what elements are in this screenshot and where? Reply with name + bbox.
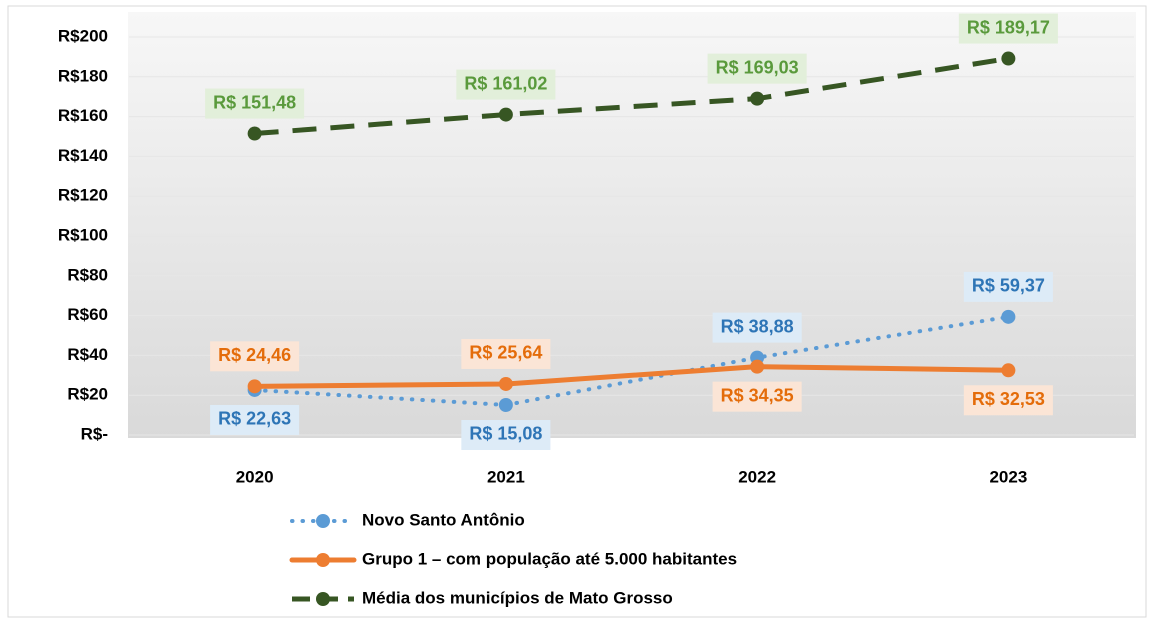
y-tick-label: R$80 bbox=[67, 265, 108, 284]
value-label-box bbox=[456, 69, 556, 100]
y-tick-label: R$20 bbox=[67, 385, 108, 404]
value-label-box bbox=[461, 419, 551, 450]
x-tick-label: 2020 bbox=[236, 467, 274, 486]
value-label: R$ 161,02 bbox=[464, 73, 547, 93]
legend-label: Grupo 1 – com população até 5.000 habita… bbox=[362, 549, 737, 568]
series-marker bbox=[1001, 51, 1016, 66]
y-tick-label: R$180 bbox=[58, 66, 108, 85]
series-marker bbox=[247, 126, 262, 141]
series-marker bbox=[498, 397, 513, 412]
value-label-box bbox=[205, 88, 305, 119]
value-label: R$ 32,53 bbox=[972, 389, 1045, 409]
y-tick-label: R$- bbox=[81, 424, 108, 443]
series-line bbox=[254, 56, 1009, 137]
series-marker bbox=[750, 91, 765, 106]
value-label: R$ 151,48 bbox=[213, 92, 296, 112]
value-label: R$ 38,88 bbox=[721, 316, 794, 336]
value-label-box bbox=[712, 312, 802, 343]
value-label: R$ 34,35 bbox=[721, 385, 794, 405]
value-label-box bbox=[707, 53, 807, 84]
series-line bbox=[252, 314, 1011, 407]
legend-label: Novo Santo Antônio bbox=[362, 510, 525, 529]
legend-key-marker bbox=[316, 553, 330, 567]
x-tick-label: 2022 bbox=[738, 467, 776, 486]
legend-label: Média dos municípios de Mato Grosso bbox=[362, 588, 673, 607]
lines bbox=[247, 51, 1016, 412]
value-label: R$ 59,37 bbox=[972, 276, 1045, 296]
value-label-box bbox=[958, 13, 1058, 44]
y-tick-label: R$160 bbox=[58, 106, 108, 125]
labels: R$ 22,63 R$ 15,08 R$ 38,88 R$ 59,37 R$ 24,46… bbox=[205, 13, 1058, 450]
y-tick-label: R$120 bbox=[58, 186, 108, 205]
series-marker bbox=[247, 379, 262, 394]
value-label-box bbox=[963, 385, 1053, 416]
value-label: R$ 25,64 bbox=[469, 343, 542, 363]
y-tick-label: R$60 bbox=[67, 305, 108, 324]
series-marker bbox=[1001, 363, 1016, 378]
series-line bbox=[252, 364, 1011, 389]
value-label-box bbox=[210, 404, 300, 435]
value-label: R$ 22,63 bbox=[218, 409, 291, 429]
value-label-box bbox=[712, 381, 802, 412]
series-marker bbox=[750, 359, 765, 374]
value-label-box bbox=[210, 341, 300, 372]
value-label: R$ 189,17 bbox=[967, 17, 1050, 37]
value-label-box bbox=[461, 338, 551, 369]
y-tick-label: R$40 bbox=[67, 345, 108, 364]
y-tick-label: R$140 bbox=[58, 146, 108, 165]
legend: Novo Santo Antônio Grupo 1 – com populaçã… bbox=[289, 510, 737, 607]
legend-key-marker bbox=[316, 592, 330, 606]
legend-key-marker bbox=[316, 514, 330, 528]
series-marker bbox=[498, 107, 513, 122]
x-tick-label: 2021 bbox=[487, 467, 525, 486]
y-tick-label: R$100 bbox=[58, 225, 108, 244]
value-label: R$ 15,08 bbox=[469, 424, 542, 444]
y-tick-label: R$200 bbox=[58, 26, 108, 45]
value-label: R$ 24,46 bbox=[218, 345, 291, 365]
value-label: R$ 169,03 bbox=[716, 57, 799, 77]
series-marker bbox=[1001, 309, 1016, 324]
x-tick-label: 2023 bbox=[989, 467, 1027, 486]
value-label-box bbox=[963, 271, 1053, 302]
series-marker bbox=[498, 376, 513, 391]
